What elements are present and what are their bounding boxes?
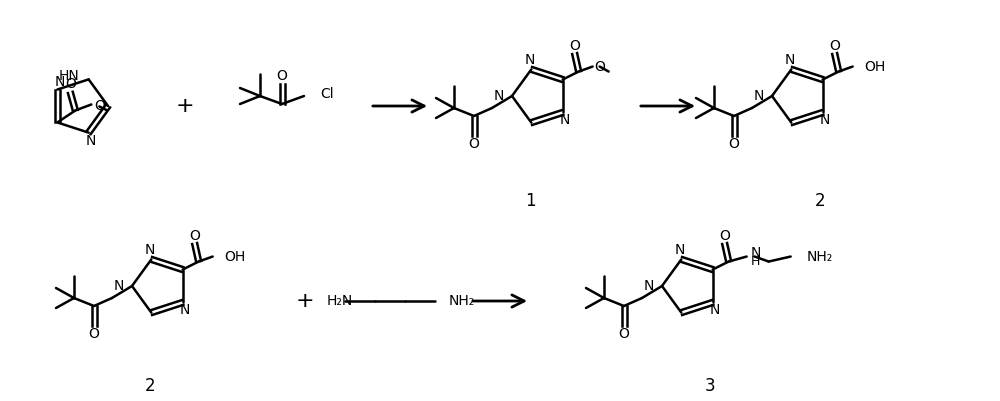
Text: N: N [494,89,504,103]
Text: O: O [189,229,200,243]
Text: HN: HN [59,69,80,83]
Text: O: O [277,69,287,83]
Text: 3: 3 [705,377,715,395]
Text: +: + [296,291,314,311]
Text: N: N [179,304,190,318]
Text: O: O [729,137,739,151]
Text: N: N [644,279,654,293]
Text: O: O [595,59,606,73]
Text: N: N [709,304,720,318]
Text: O: O [829,38,840,53]
Text: N: N [524,53,535,67]
Text: N: N [114,279,124,293]
Text: OH: OH [865,59,886,73]
Text: +: + [176,96,194,116]
Text: O: O [65,77,76,91]
Text: N: N [144,243,155,257]
Text: O: O [569,38,580,53]
Text: N: N [754,89,764,103]
Text: O: O [94,99,105,113]
Text: O: O [719,229,730,243]
Text: N: N [751,245,761,259]
Text: 2: 2 [815,192,825,210]
Text: H: H [751,255,760,268]
Text: OH: OH [225,249,246,263]
Text: Cl: Cl [320,87,334,101]
Text: O: O [619,327,629,341]
Text: 2: 2 [145,377,155,395]
Text: H₂N: H₂N [327,294,353,308]
Text: O: O [89,327,99,341]
Text: N: N [85,134,96,148]
Text: 1: 1 [525,192,535,210]
Text: N: N [819,113,830,128]
Text: N: N [559,113,570,128]
Text: NH₂: NH₂ [449,294,475,308]
Text: N: N [784,53,795,67]
Text: N: N [674,243,685,257]
Text: O: O [469,137,479,151]
Text: N: N [54,75,65,89]
Text: NH₂: NH₂ [807,249,833,263]
